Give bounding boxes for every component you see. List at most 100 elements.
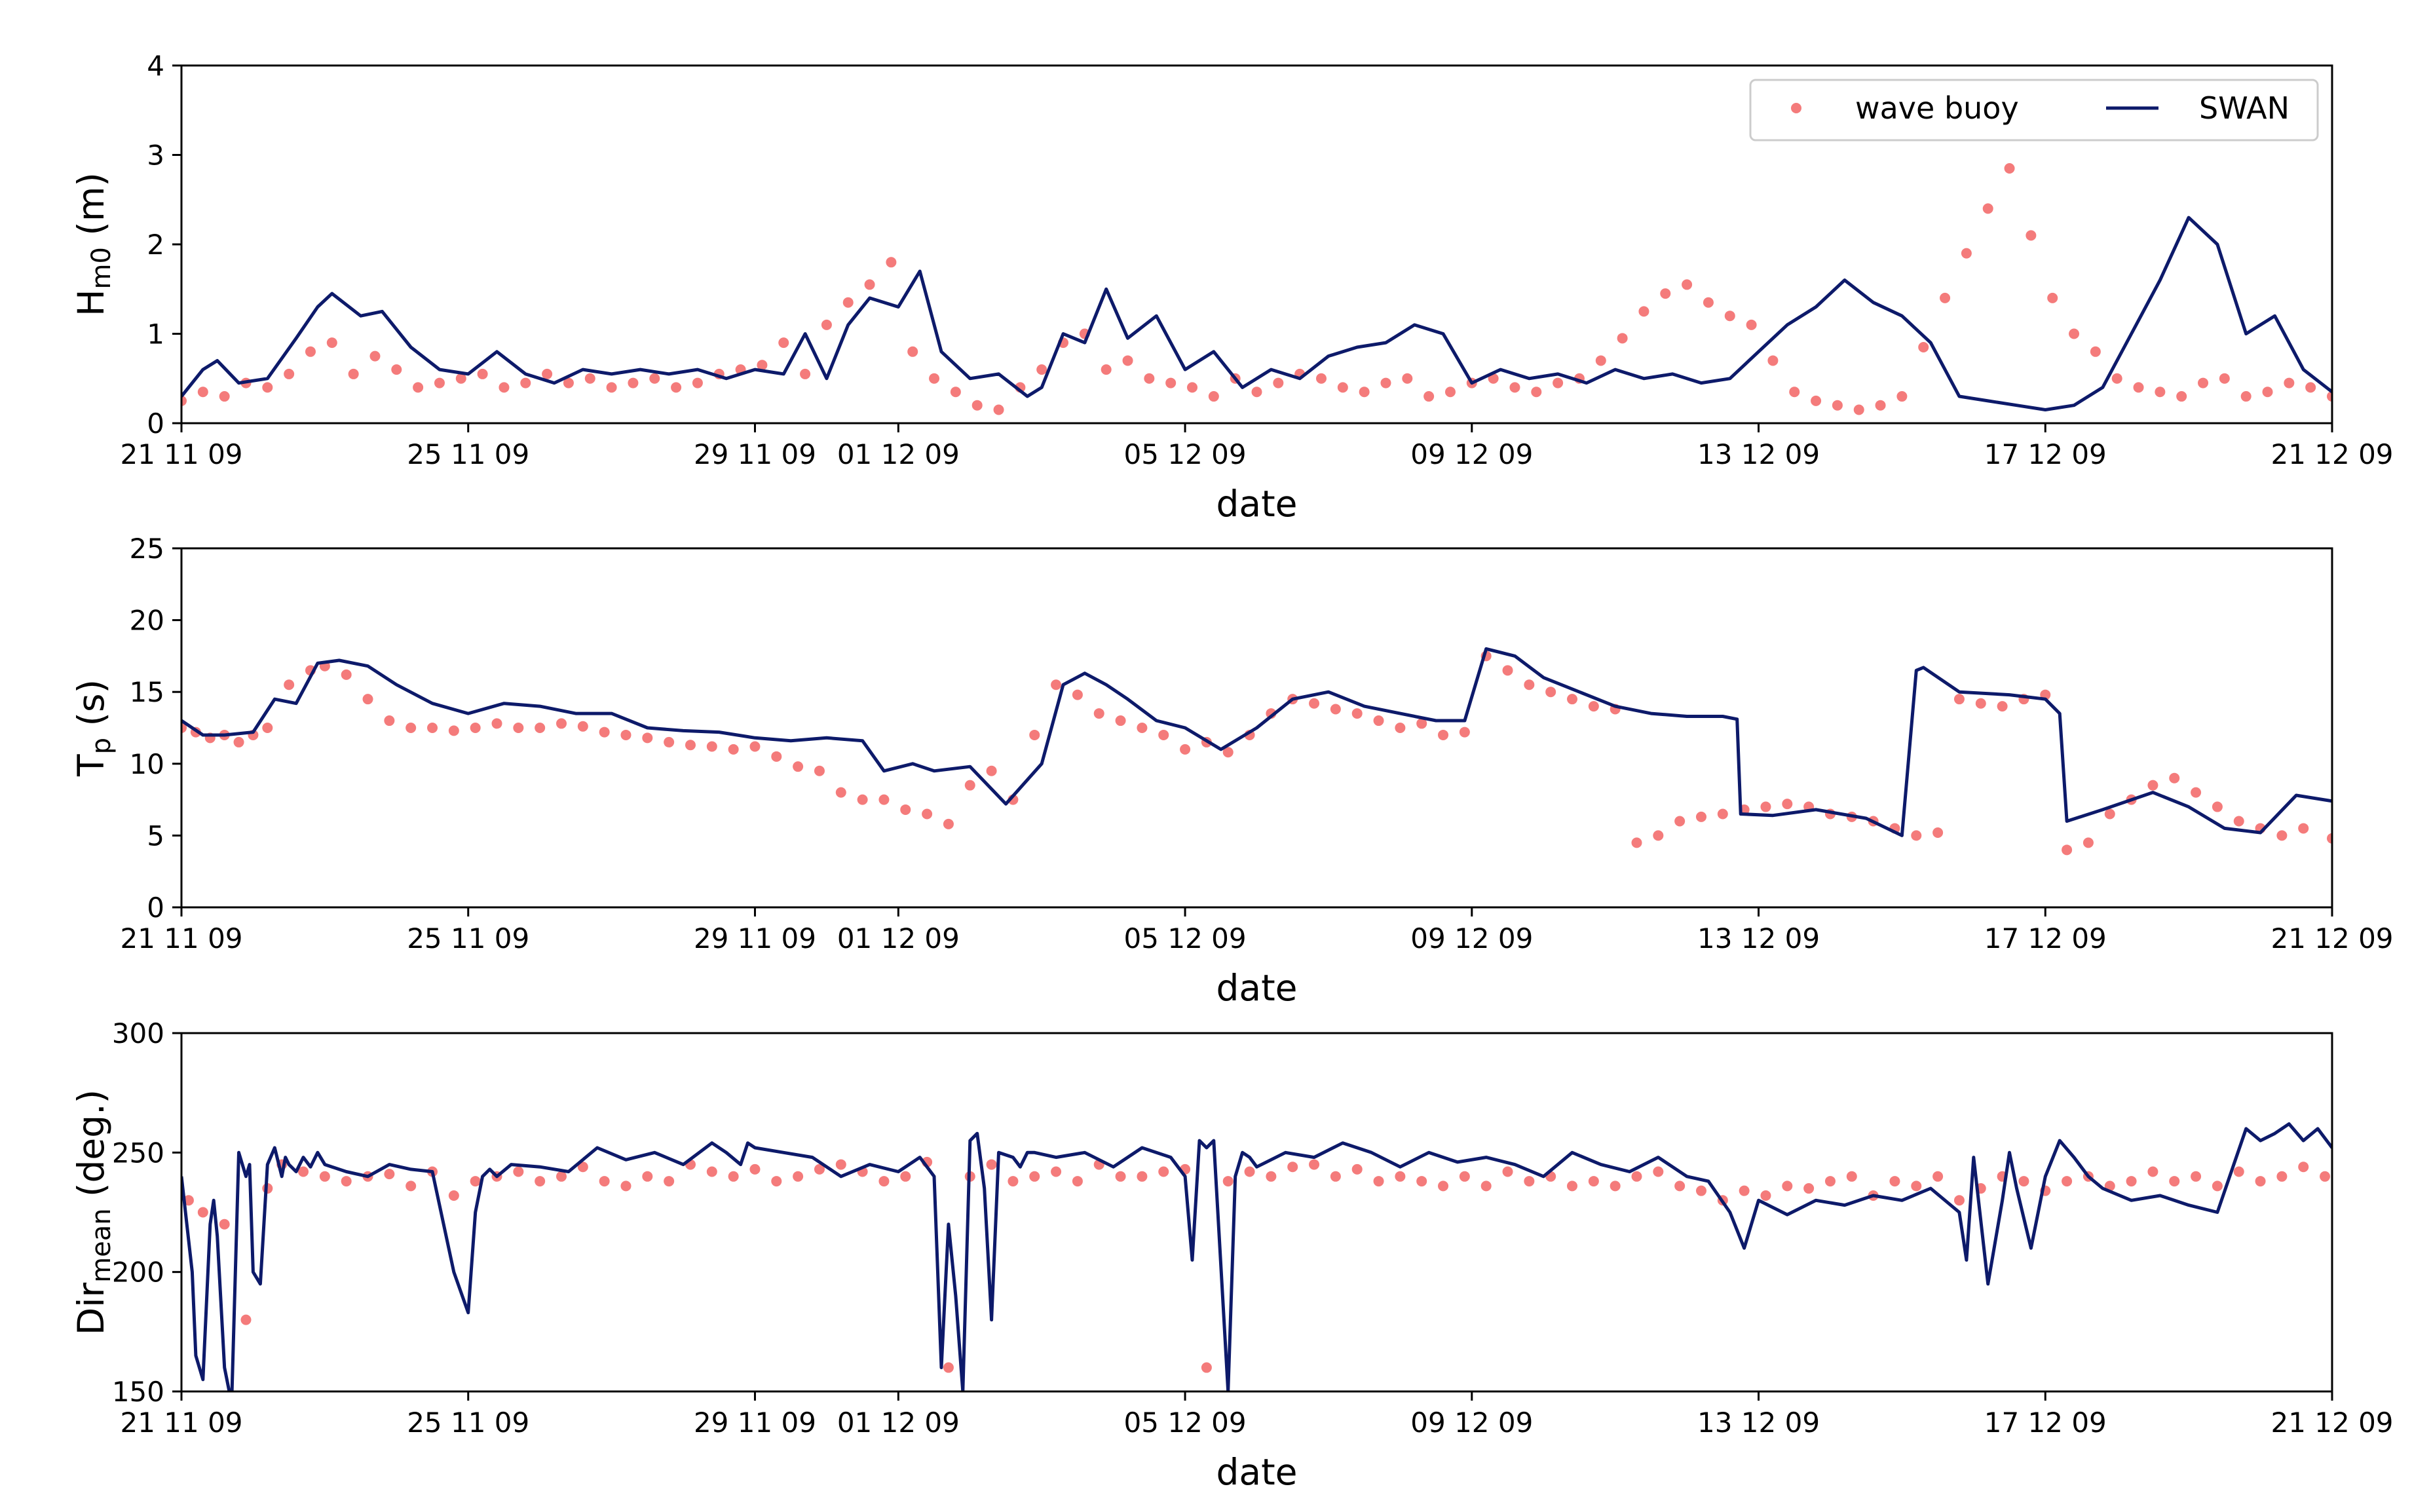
buoy-point bbox=[1438, 1181, 1449, 1192]
buoy-point bbox=[2198, 377, 2209, 388]
buoy-point bbox=[2169, 1176, 2180, 1187]
buoy-point bbox=[319, 1171, 330, 1182]
buoy-point bbox=[1315, 373, 1327, 384]
axes-frame bbox=[180, 1032, 2333, 1393]
buoy-point bbox=[197, 1207, 208, 1218]
x-tick-label: 09 12 09 bbox=[1410, 438, 1533, 470]
buoy-point bbox=[1423, 391, 1435, 402]
buoy-point bbox=[1459, 1171, 1470, 1182]
buoy-point bbox=[1330, 704, 1341, 715]
buoy-point bbox=[1359, 387, 1370, 398]
x-tick-label: 05 12 09 bbox=[1124, 438, 1247, 470]
buoy-point bbox=[2233, 1166, 2244, 1177]
y-axis-label-main: H bbox=[70, 290, 112, 316]
buoy-point bbox=[1674, 816, 1686, 827]
buoy-point bbox=[2069, 328, 2080, 339]
buoy-point bbox=[1824, 1176, 1836, 1187]
buoy-point bbox=[341, 669, 352, 680]
swan-line bbox=[181, 647, 2332, 837]
buoy-point bbox=[857, 794, 868, 805]
buoy-point bbox=[1803, 1183, 1815, 1194]
buoy-point bbox=[1660, 288, 1671, 299]
buoy-point bbox=[1480, 1181, 1492, 1192]
buoy-point bbox=[348, 368, 359, 379]
y-axis-label-sub: m0 bbox=[86, 247, 117, 289]
buoy-point bbox=[1459, 727, 1470, 738]
buoy-point bbox=[950, 387, 961, 398]
buoy-point bbox=[814, 1163, 825, 1175]
y-axis-label-unit: (s) bbox=[70, 679, 112, 738]
buoy-point bbox=[842, 297, 854, 308]
legend-swan-label: SWAN bbox=[2199, 90, 2290, 126]
buoy-point bbox=[1122, 355, 1133, 366]
buoy-point bbox=[341, 1176, 352, 1187]
y-axis-label: Tp (s) bbox=[70, 679, 117, 777]
x-tick-label: 29 11 09 bbox=[694, 1407, 816, 1439]
buoy-point bbox=[284, 679, 295, 690]
buoy-point bbox=[620, 729, 631, 740]
y-axis-label-sub: p bbox=[86, 738, 117, 754]
x-tick-label: 25 11 09 bbox=[407, 922, 529, 954]
x-tick-label: 25 11 09 bbox=[407, 1407, 529, 1439]
buoy-point bbox=[556, 718, 567, 729]
panel-1: 21 11 09 25 11 09 29 11 09 01 12 09 05 12 09… bbox=[70, 50, 2394, 525]
buoy-point bbox=[1638, 306, 1649, 317]
buoy-point bbox=[993, 404, 1004, 415]
buoy-point bbox=[2147, 780, 2158, 791]
buoy-point bbox=[2233, 816, 2244, 827]
buoy-point bbox=[2018, 1176, 2029, 1187]
y-tick-label: 25 bbox=[130, 533, 164, 565]
panel-2: 21 11 09 25 11 09 29 11 09 01 12 09 05 12 09… bbox=[70, 533, 2394, 1009]
buoy-point bbox=[971, 400, 983, 411]
buoy-point bbox=[1553, 377, 1564, 388]
x-tick-label: 05 12 09 bbox=[1124, 1407, 1247, 1439]
buoy-point bbox=[1832, 400, 1843, 411]
buoy-point bbox=[2126, 1176, 2137, 1187]
buoy-point bbox=[642, 732, 653, 744]
buoy-point bbox=[907, 346, 918, 357]
y-tick-label: 0 bbox=[147, 407, 164, 440]
buoy-point bbox=[1137, 723, 1148, 733]
buoy-point bbox=[535, 723, 546, 733]
buoy-point bbox=[606, 382, 617, 393]
y-axis-label: Dirmean (deg.) bbox=[70, 1089, 117, 1335]
buoy-point bbox=[1402, 373, 1413, 384]
buoy-point bbox=[391, 364, 402, 375]
buoy-point bbox=[1309, 1159, 1320, 1170]
buoy-point bbox=[499, 382, 510, 393]
y-axis-label-main: Dir bbox=[70, 1282, 112, 1335]
buoy-point bbox=[470, 1176, 481, 1187]
buoy-point bbox=[943, 1362, 954, 1373]
buoy-point bbox=[298, 1166, 309, 1177]
plot-area bbox=[181, 647, 2332, 856]
buoy-point bbox=[1273, 377, 1284, 388]
y-tick-label: 250 bbox=[112, 1137, 164, 1169]
buoy-point bbox=[1932, 827, 1944, 839]
panel-3: 21 11 09 25 11 09 29 11 09 01 12 09 05 12 09… bbox=[70, 1017, 2394, 1493]
buoy-point bbox=[943, 818, 954, 829]
buoy-point bbox=[886, 257, 897, 268]
buoy-point bbox=[1997, 701, 2008, 712]
x-tick-label: 29 11 09 bbox=[694, 438, 816, 470]
buoy-point bbox=[793, 761, 804, 772]
buoy-point bbox=[2169, 772, 2180, 784]
buoy-point bbox=[1101, 364, 1112, 375]
buoy-point bbox=[749, 741, 761, 752]
buoy-point bbox=[2327, 391, 2332, 402]
buoy-point bbox=[878, 1176, 890, 1187]
buoy-point bbox=[1982, 203, 1993, 214]
buoy-point bbox=[800, 368, 811, 379]
buoy-point bbox=[1588, 1176, 1599, 1187]
buoy-point bbox=[2262, 387, 2273, 398]
buoy-point bbox=[1502, 665, 1513, 676]
x-tick-label: 21 11 09 bbox=[120, 922, 242, 954]
buoy-point bbox=[405, 1181, 417, 1192]
x-tick-label: 01 12 09 bbox=[837, 438, 960, 470]
buoy-point bbox=[778, 337, 789, 349]
buoy-point bbox=[599, 1176, 610, 1187]
buoy-point bbox=[922, 808, 933, 820]
buoy-point bbox=[384, 715, 395, 727]
x-axis-label: date bbox=[1216, 1451, 1297, 1493]
buoy-point bbox=[664, 736, 675, 747]
buoy-point bbox=[1631, 837, 1642, 848]
